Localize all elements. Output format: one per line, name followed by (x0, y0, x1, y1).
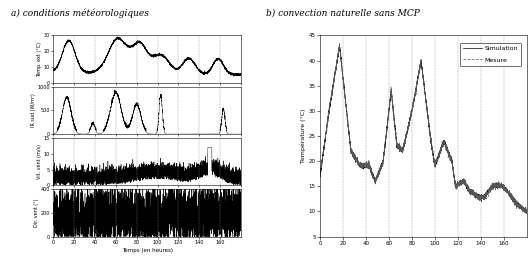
Simulation (375, 173, 381, 176)
Y-axis label: Température (°C): Température (°C) (301, 109, 306, 163)
Y-axis label: Vit. vent (m/s): Vit. vent (m/s) (37, 144, 42, 179)
Mesure (336, 42, 343, 45)
Simulation (442, 140, 448, 143)
Mesure (523, 212, 530, 215)
X-axis label: Temps (en heures): Temps (en heures) (122, 248, 173, 253)
Simulation (523, 209, 530, 212)
Simulation (445, 151, 452, 154)
Line: Simulation: Simulation (320, 45, 527, 212)
Text: a) conditions météorologiques: a) conditions météorologiques (11, 8, 148, 18)
Mesure (504, 190, 510, 193)
Simulation (361, 165, 368, 169)
Mesure (523, 212, 529, 216)
Y-axis label: Temp. ext (°C): Temp. ext (°C) (37, 42, 42, 77)
Mesure (445, 154, 452, 158)
Text: b) convection naturelle sans MCP: b) convection naturelle sans MCP (266, 8, 420, 17)
Simulation (317, 175, 323, 178)
Mesure (523, 208, 530, 212)
Mesure (375, 173, 381, 176)
Mesure (317, 174, 323, 177)
Mesure (361, 164, 368, 168)
Simulation (336, 44, 343, 47)
Y-axis label: Dir. vent (°): Dir. vent (°) (34, 199, 39, 227)
Line: Mesure: Mesure (320, 43, 527, 214)
Legend: Simulation, Mesure: Simulation, Mesure (460, 42, 521, 66)
Simulation (523, 211, 530, 214)
Simulation (504, 190, 510, 193)
Mesure (442, 143, 448, 146)
Y-axis label: IR sud (W/m²): IR sud (W/m²) (31, 94, 36, 127)
Simulation (523, 209, 530, 212)
